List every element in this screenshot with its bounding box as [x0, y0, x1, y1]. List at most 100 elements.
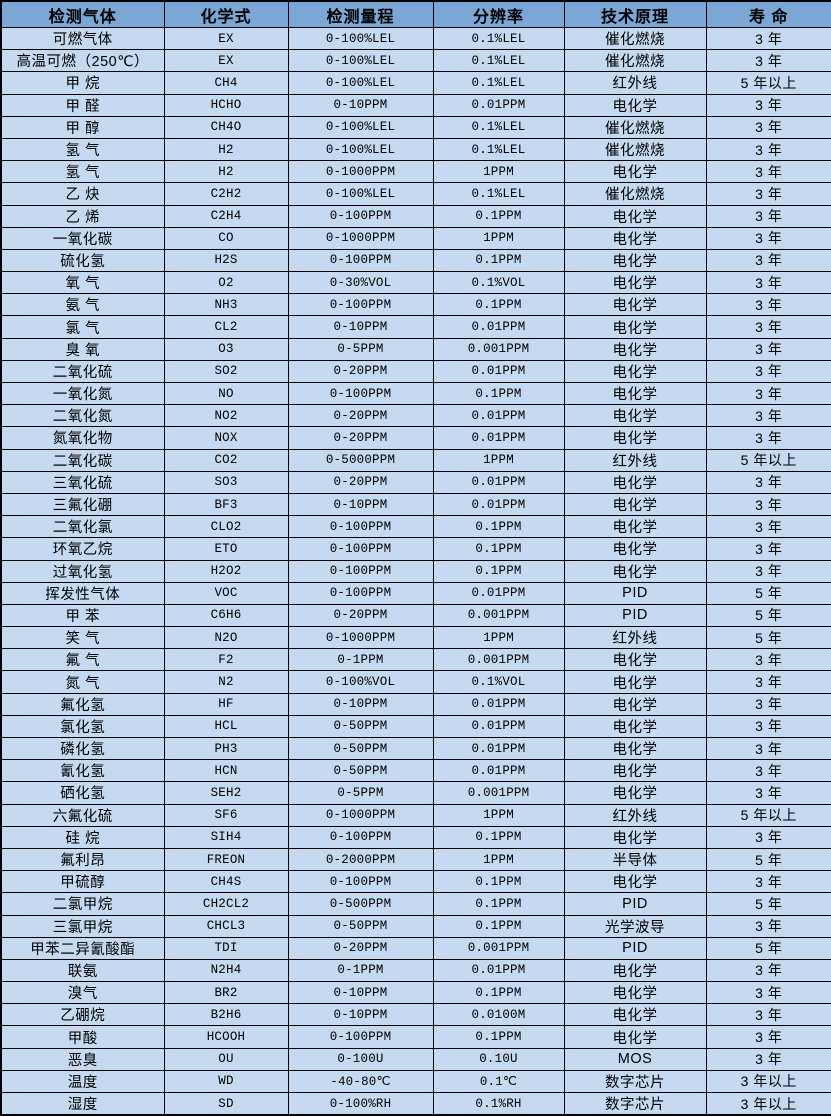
cell-range: 0-100PPM — [287, 559, 434, 583]
cell-range: 0-100PPM — [287, 1025, 434, 1049]
table-row: 氨 气 NH3 0-100PPM 0.1PPM 电化学 3 年 — [0, 293, 831, 317]
cell-resolution: 0.1PPM — [432, 381, 565, 406]
cell-lifespan: 3 年 — [705, 537, 831, 561]
cell-lifespan: 3 年 — [705, 825, 831, 849]
cell-formula: H2 — [163, 160, 289, 184]
cell-gas: 硅 烷 — [0, 825, 165, 849]
cell-gas: 溴气 — [0, 981, 165, 1005]
cell-formula: VOC — [163, 581, 289, 605]
table-row: 乙硼烷 B2H6 0-10PPM 0.0100M 电化学 3 年 — [0, 1003, 831, 1027]
cell-resolution: 0.1PPM — [432, 981, 565, 1005]
table-row: 硅 烷 SIH4 0-100PPM 0.1PPM 电化学 3 年 — [0, 825, 831, 849]
table-row: 氮氧化物 NOX 0-20PPM 0.01PPM 电化学 3 年 — [0, 426, 831, 450]
cell-formula: N2O — [163, 626, 289, 650]
table-row: 氯化氢 HCL 0-50PPM 0.01PPM 电化学 3 年 — [0, 714, 831, 739]
cell-gas: 氯 气 — [0, 315, 165, 339]
cell-resolution: 0.1PPM — [432, 914, 565, 938]
cell-resolution: 0.1℃ — [432, 1069, 565, 1094]
cell-lifespan: 3 年 — [705, 515, 831, 539]
cell-technology: 电化学 — [563, 981, 707, 1005]
cell-lifespan: 3 年 — [705, 26, 831, 51]
cell-technology: 电化学 — [563, 781, 707, 805]
cell-gas: 甲 苯 — [0, 603, 165, 628]
cell-range: 0-20PPM — [287, 426, 434, 450]
cell-resolution: 0.01PPM — [432, 470, 565, 494]
cell-gas: 联氨 — [0, 958, 165, 983]
cell-resolution: 1PPM — [432, 160, 565, 184]
cell-gas: 环氧乙烷 — [0, 537, 165, 561]
cell-resolution: 0.1%LEL — [432, 182, 565, 206]
table-row: 氮 气 N2 0-100%VOL 0.1%VOL 电化学 3 年 — [0, 670, 831, 694]
cell-gas: 甲 醇 — [0, 115, 165, 139]
cell-range: 0-20PPM — [287, 470, 434, 494]
cell-range: 0-10PPM — [287, 315, 434, 339]
cell-technology: 催化燃烧 — [563, 26, 707, 51]
cell-formula: SD — [163, 1092, 289, 1116]
cell-resolution: 0.1PPM — [432, 1025, 565, 1049]
cell-formula: N2 — [163, 670, 289, 694]
cell-gas: 过氧化氢 — [0, 559, 165, 583]
cell-technology: 催化燃烧 — [563, 115, 707, 139]
cell-range: 0-1000PPM — [287, 803, 434, 827]
cell-lifespan: 3 年 — [705, 248, 831, 273]
cell-resolution: 0.1PPM — [432, 892, 565, 916]
cell-range: 0-100%VOL — [287, 670, 434, 694]
table-row: 氟 气 F2 0-1PPM 0.001PPM 电化学 3 年 — [0, 648, 831, 672]
table-header-row: 检测气体 化学式 检测量程 分辨率 技术原理 寿 命 — [0, 0, 831, 28]
cell-formula: C2H2 — [163, 182, 289, 206]
cell-lifespan: 3 年 — [705, 470, 831, 494]
cell-range: 0-500PPM — [287, 892, 434, 916]
cell-technology: 电化学 — [563, 759, 707, 783]
column-header-technology: 技术原理 — [563, 0, 707, 28]
cell-resolution: 0.01PPM — [432, 315, 565, 339]
cell-formula: NO2 — [163, 404, 289, 428]
cell-formula: FREON — [163, 847, 289, 872]
cell-formula: C2H4 — [163, 204, 289, 228]
cell-formula: CO2 — [163, 448, 289, 472]
cell-range: 0-100PPM — [287, 581, 434, 605]
cell-range: 0-100PPM — [287, 515, 434, 539]
cell-range: 0-100PPM — [287, 537, 434, 561]
cell-technology: 电化学 — [563, 470, 707, 494]
cell-range: 0-100U — [287, 1047, 434, 1071]
cell-range: 0-5PPM — [287, 337, 434, 361]
cell-range: 0-100%LEL — [287, 137, 434, 162]
cell-range: 0-100%RH — [287, 1092, 434, 1116]
cell-gas: 乙硼烷 — [0, 1003, 165, 1027]
cell-formula: NO — [163, 381, 289, 406]
cell-lifespan: 3 年 — [705, 49, 831, 73]
cell-lifespan: 5 年以上 — [705, 448, 831, 472]
column-header-resolution: 分辨率 — [432, 0, 565, 28]
table-row: 过氧化氢 H2O2 0-100PPM 0.1PPM 电化学 3 年 — [0, 559, 831, 583]
cell-gas: 氮 气 — [0, 670, 165, 694]
cell-lifespan: 5 年 — [705, 892, 831, 916]
cell-formula: CHCL3 — [163, 914, 289, 938]
cell-gas: 氮氧化物 — [0, 426, 165, 450]
cell-lifespan: 3 年 — [705, 93, 831, 117]
cell-range: 0-5000PPM — [287, 448, 434, 472]
cell-range: 0-100%LEL — [287, 49, 434, 73]
cell-technology: 电化学 — [563, 93, 707, 117]
cell-range: 0-10PPM — [287, 93, 434, 117]
cell-resolution: 0.1PPM — [432, 559, 565, 583]
cell-range: 0-20PPM — [287, 936, 434, 960]
table-row: 恶臭 OU 0-100U 0.10U MOS 3 年 — [0, 1047, 831, 1071]
cell-technology: 电化学 — [563, 559, 707, 583]
cell-gas: 二氧化碳 — [0, 448, 165, 472]
cell-range: 0-30%VOL — [287, 271, 434, 295]
cell-formula: H2S — [163, 248, 289, 273]
table-row: 氢 气 H2 0-100%LEL 0.1%LEL 催化燃烧 3 年 — [0, 137, 831, 162]
cell-technology: MOS — [563, 1047, 707, 1071]
cell-technology: 电化学 — [563, 1003, 707, 1027]
table-row: 三氯甲烷 CHCL3 0-50PPM 0.1PPM 光学波导 3 年 — [0, 914, 831, 938]
table-row: 高温可燃（250℃） EX 0-100%LEL 0.1%LEL 催化燃烧 3 年 — [0, 49, 831, 73]
cell-gas: 湿度 — [0, 1092, 165, 1116]
cell-technology: 数字芯片 — [563, 1092, 707, 1116]
table-row: 溴气 BR2 0-10PPM 0.1PPM 电化学 3 年 — [0, 981, 831, 1005]
column-header-gas: 检测气体 — [0, 0, 165, 28]
cell-gas: 硒化氢 — [0, 781, 165, 805]
table-row: 二氧化碳 CO2 0-5000PPM 1PPM 红外线 5 年以上 — [0, 448, 831, 472]
cell-lifespan: 3 年 — [705, 958, 831, 983]
cell-technology: 红外线 — [563, 803, 707, 827]
cell-technology: 电化学 — [563, 293, 707, 317]
